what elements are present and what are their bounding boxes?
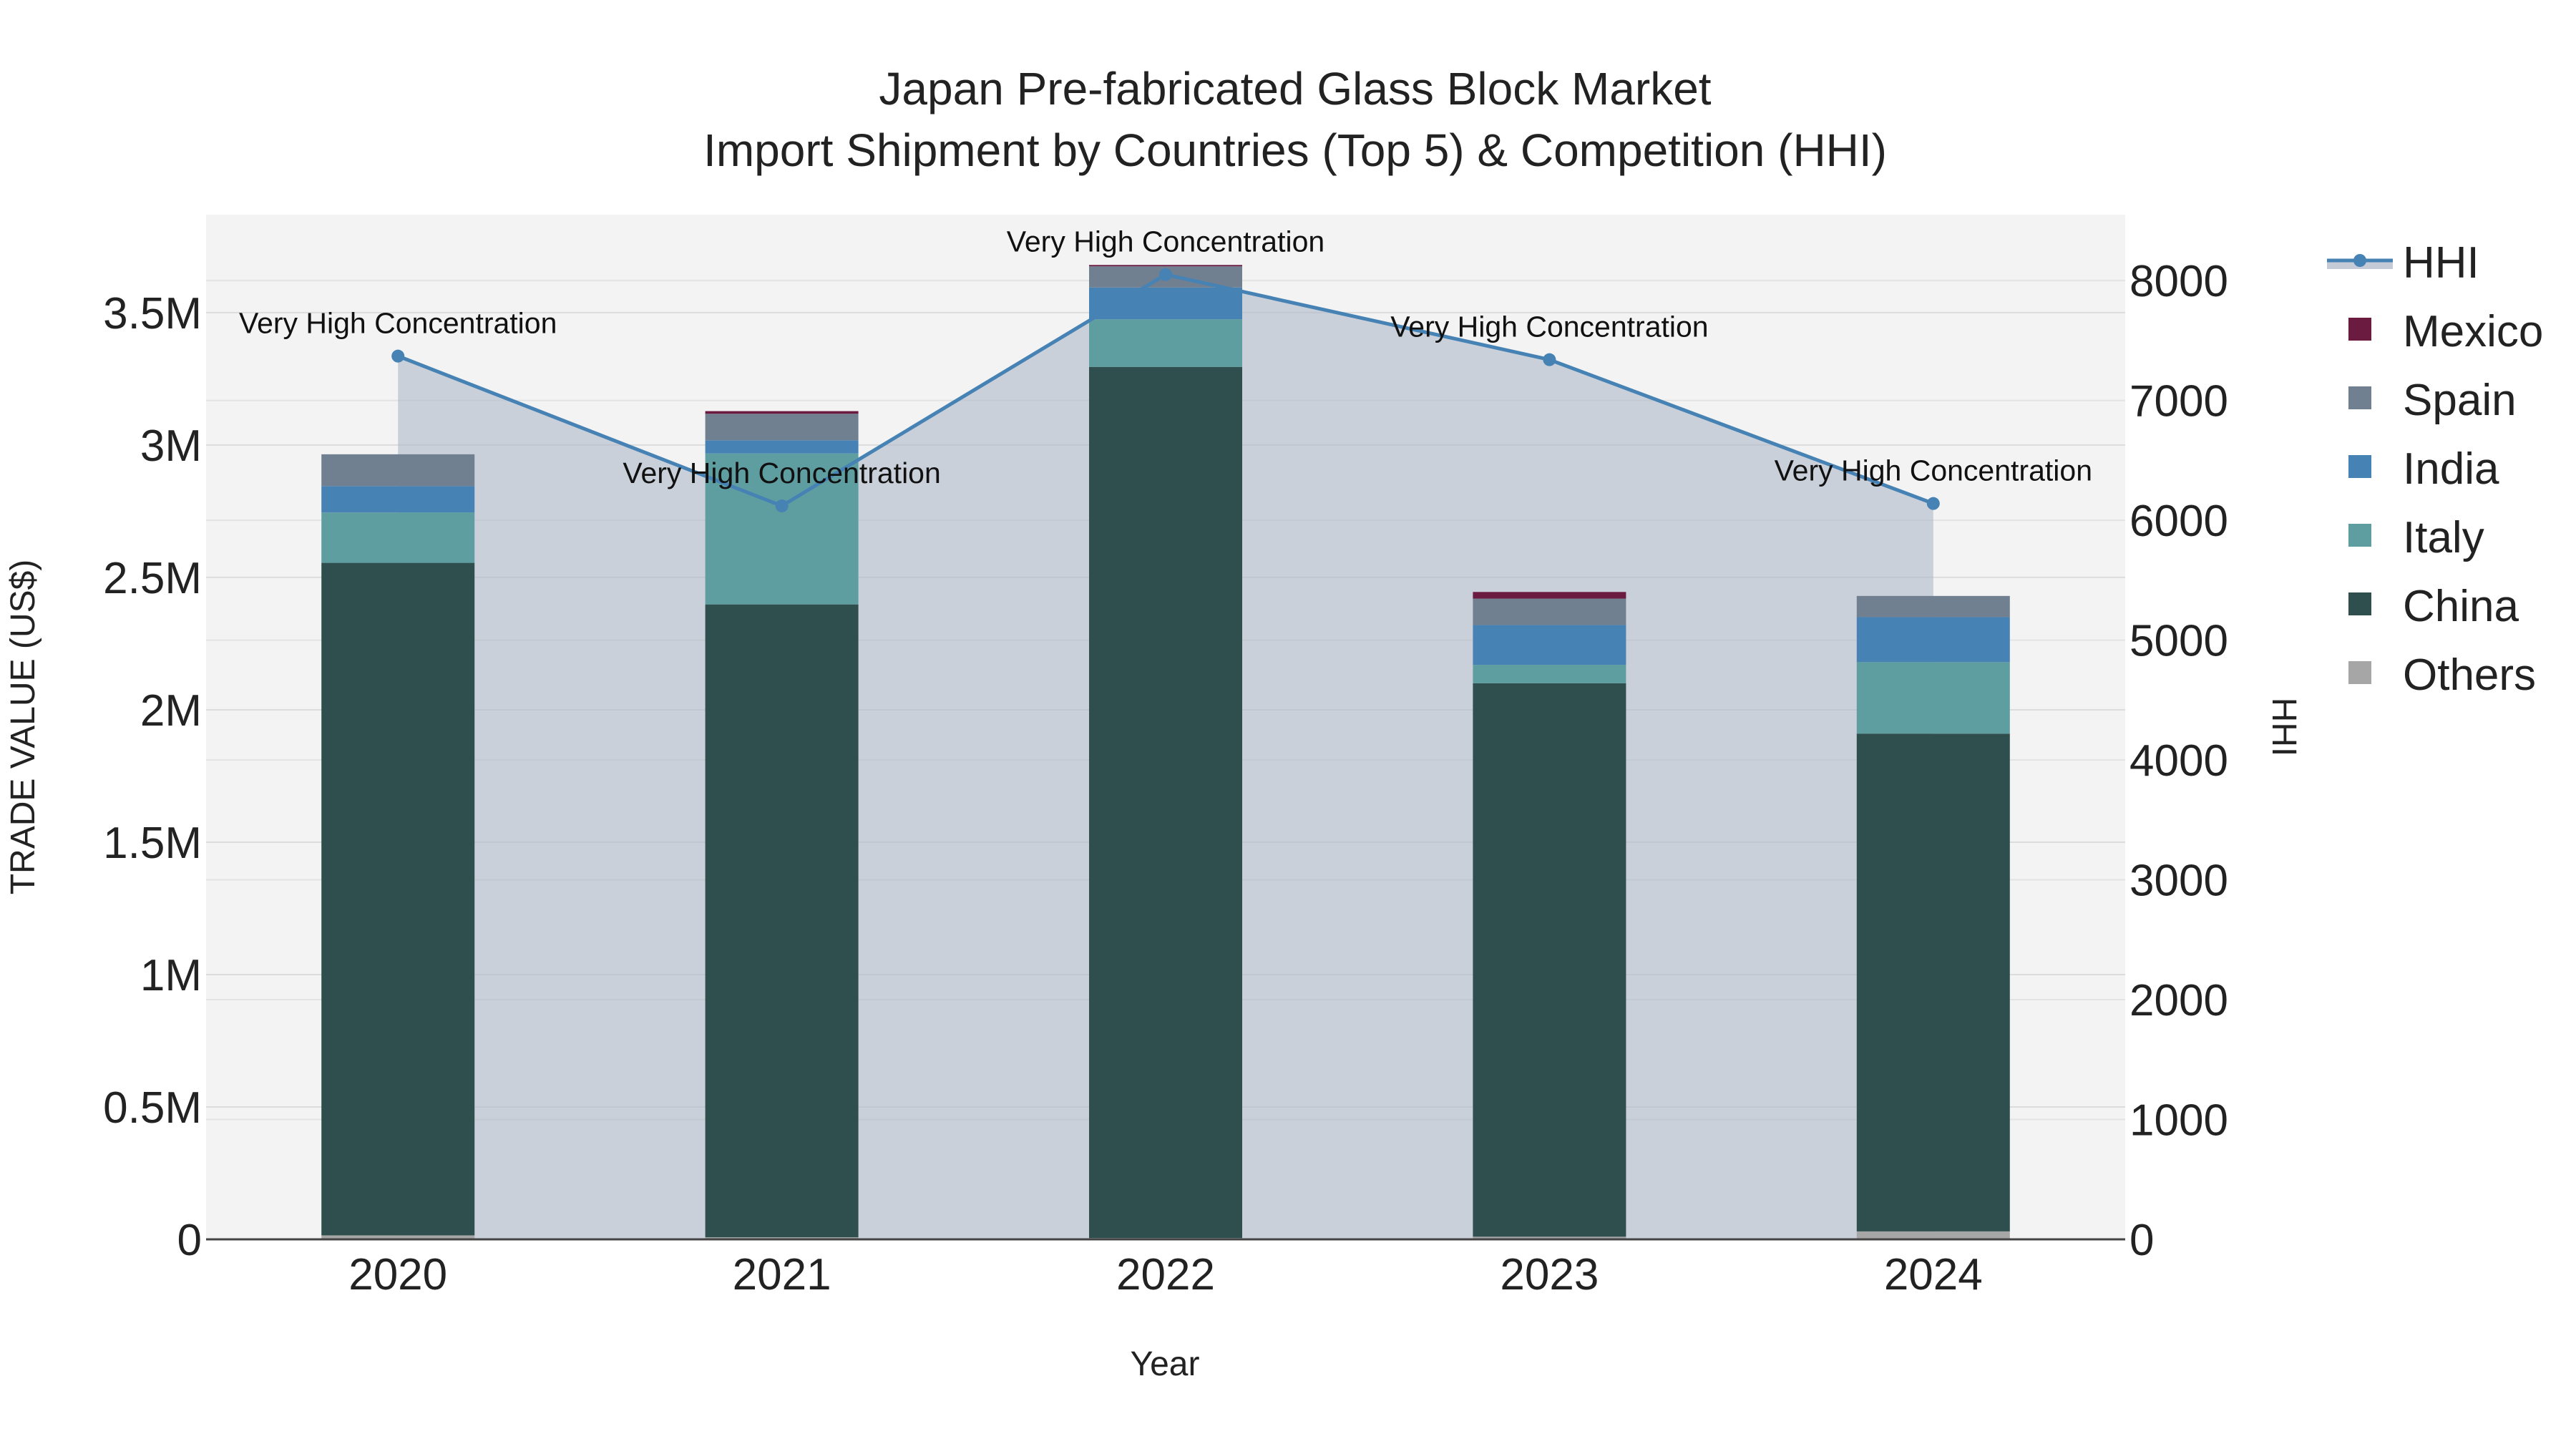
hhi-point-2021 bbox=[775, 499, 789, 512]
bar-china-2023 bbox=[1473, 683, 1626, 1237]
bar-india-2022 bbox=[1089, 287, 1242, 320]
legend-label-china: China bbox=[2403, 582, 2519, 631]
legend-swatch-india bbox=[2348, 455, 2371, 478]
x-tick-label: 2020 bbox=[348, 1250, 447, 1299]
y2-tick-label: 5000 bbox=[2129, 617, 2228, 666]
y2-tick-label: 4000 bbox=[2129, 736, 2228, 786]
legend-swatch-others bbox=[2348, 661, 2371, 684]
bar-others-2020 bbox=[321, 1235, 475, 1239]
bars bbox=[321, 265, 2010, 1239]
bar-india-2020 bbox=[321, 486, 475, 513]
bar-italy-2021 bbox=[705, 453, 859, 605]
bar-india-2021 bbox=[705, 440, 859, 454]
y2-tick-label: 2000 bbox=[2129, 976, 2228, 1025]
y-tick-label: 2.5M bbox=[103, 554, 202, 603]
y-axis-ticks: 0 0.5M 1M 1.5M 2M 2.5M 3M 3.5M bbox=[103, 289, 202, 1265]
legend-swatch-italy bbox=[2348, 524, 2371, 547]
bar-india-2023 bbox=[1473, 625, 1626, 665]
bar-italy-2022 bbox=[1089, 319, 1242, 367]
legend-swatch-china bbox=[2348, 592, 2371, 615]
y-tick-label: 2M bbox=[140, 686, 202, 736]
y2-tick-label: 7000 bbox=[2129, 377, 2228, 426]
bar-mexico-2021 bbox=[705, 411, 859, 414]
hhi-point-2022 bbox=[1159, 268, 1172, 281]
legend-label-spain: Spain bbox=[2403, 376, 2517, 425]
y2-tick-label: 8000 bbox=[2129, 257, 2228, 306]
bar-china-2020 bbox=[321, 562, 475, 1236]
chart-title-line1: Japan Pre-fabricated Glass Block Market bbox=[879, 63, 1711, 114]
y2-tick-label: 6000 bbox=[2129, 497, 2228, 546]
legend-label-india: India bbox=[2403, 444, 2499, 494]
legend-label-mexico: Mexico bbox=[2403, 307, 2543, 356]
bar-others-2023 bbox=[1473, 1236, 1626, 1239]
bar-china-2022 bbox=[1089, 366, 1242, 1239]
hhi-annotations: Very High Concentration Very High Concent… bbox=[239, 225, 2092, 489]
y2-axis-ticks: 0 1000 2000 3000 4000 5000 6000 7000 8000 bbox=[2129, 257, 2228, 1265]
bar-china-2024 bbox=[1856, 733, 2010, 1231]
hhi-annotation-2021: Very High Concentration bbox=[623, 457, 940, 489]
bar-china-2021 bbox=[705, 604, 859, 1238]
x-axis-title: Year bbox=[1131, 1345, 1200, 1383]
bar-italy-2020 bbox=[321, 512, 475, 563]
bar-spain-2020 bbox=[321, 454, 475, 487]
hhi-point-2020 bbox=[391, 349, 405, 363]
y-tick-label: 3.5M bbox=[103, 289, 202, 338]
x-axis-ticks: 2020 2021 2022 2023 2024 bbox=[348, 1250, 1983, 1299]
hhi-annotation-2024: Very High Concentration bbox=[1775, 454, 2092, 487]
y2-tick-label: 1000 bbox=[2129, 1096, 2228, 1146]
legend-swatch-hhi-marker bbox=[2353, 254, 2366, 267]
y-tick-label: 0 bbox=[177, 1216, 202, 1265]
bar-others-2024 bbox=[1856, 1231, 2010, 1239]
legend: HHI Mexico Spain India Italy China Others bbox=[2327, 238, 2543, 700]
hhi-point-2023 bbox=[1543, 353, 1556, 366]
y-tick-label: 1.5M bbox=[103, 819, 202, 868]
y2-tick-label: 0 bbox=[2129, 1216, 2154, 1265]
y-tick-label: 3M bbox=[140, 421, 202, 471]
hhi-annotation-2022: Very High Concentration bbox=[1007, 225, 1324, 258]
x-tick-label: 2023 bbox=[1500, 1250, 1599, 1299]
y2-tick-label: 3000 bbox=[2129, 857, 2228, 906]
legend-swatch-mexico bbox=[2348, 318, 2371, 341]
y-tick-label: 1M bbox=[140, 951, 202, 1000]
legend-label-others: Others bbox=[2403, 650, 2536, 700]
legend-label-italy: Italy bbox=[2403, 513, 2484, 562]
bar-mexico-2023 bbox=[1473, 592, 1626, 599]
bar-italy-2024 bbox=[1856, 662, 2010, 734]
y-axis-title: TRADE VALUE (US$) bbox=[4, 560, 42, 895]
bar-spain-2021 bbox=[705, 414, 859, 441]
bar-mexico-2022 bbox=[1089, 265, 1242, 267]
hhi-annotation-2020: Very High Concentration bbox=[239, 307, 557, 340]
x-tick-label: 2024 bbox=[1884, 1250, 1983, 1299]
hhi-line bbox=[391, 268, 1940, 512]
hhi-point-2024 bbox=[1926, 497, 1940, 510]
bar-spain-2023 bbox=[1473, 598, 1626, 625]
x-tick-label: 2021 bbox=[733, 1250, 831, 1299]
legend-label-hhi: HHI bbox=[2403, 238, 2479, 288]
bar-italy-2023 bbox=[1473, 665, 1626, 683]
hhi-annotation-2023: Very High Concentration bbox=[1390, 311, 1708, 343]
bar-india-2024 bbox=[1856, 617, 2010, 663]
legend-swatch-spain bbox=[2348, 386, 2371, 409]
bar-spain-2024 bbox=[1856, 595, 2010, 618]
x-tick-label: 2022 bbox=[1116, 1250, 1215, 1299]
y-tick-label: 0.5M bbox=[103, 1083, 202, 1133]
y2-axis-title: HHI bbox=[2265, 698, 2303, 757]
chart-title-line2: Import Shipment by Countries (Top 5) & C… bbox=[703, 125, 1887, 176]
